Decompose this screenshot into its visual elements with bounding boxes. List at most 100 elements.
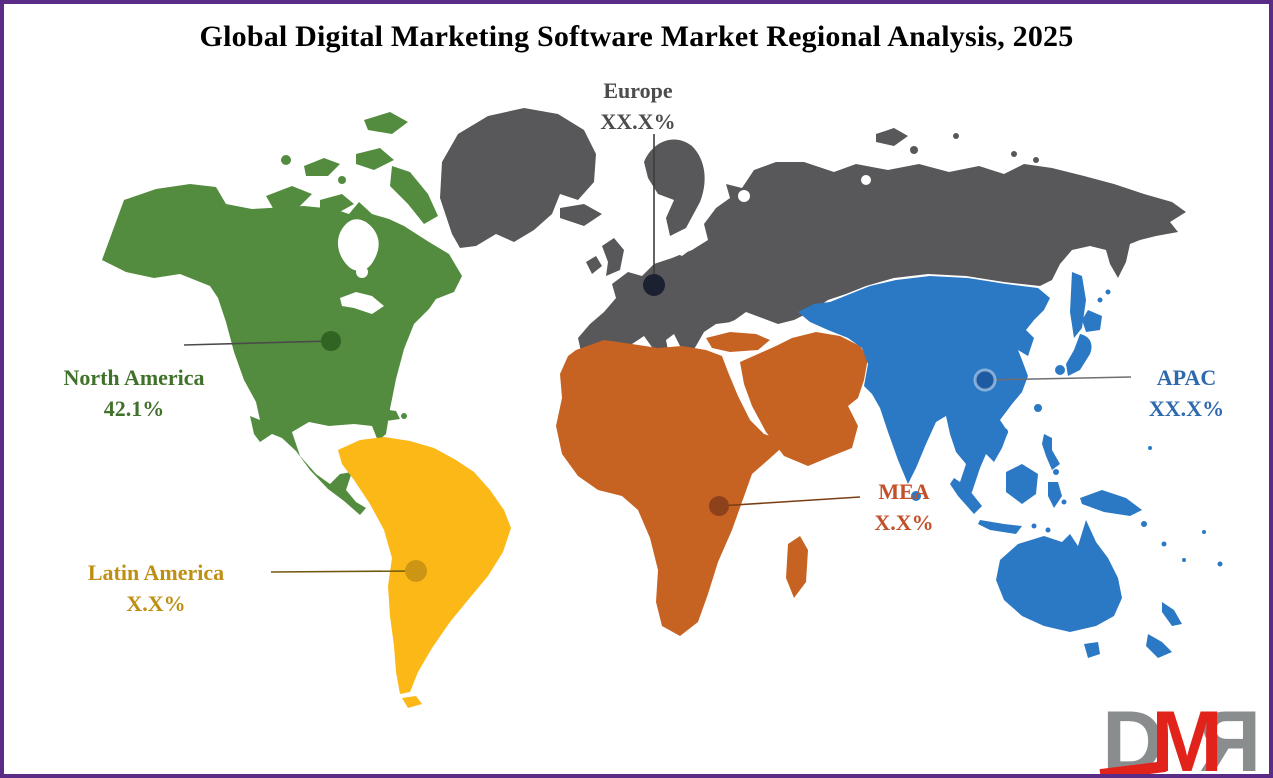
island-arctic [252, 212, 260, 220]
map-region-north-america [102, 112, 462, 515]
map-markers [183, 134, 1132, 582]
island-arctic [338, 176, 346, 184]
label-mea: MEA X.X% [836, 476, 972, 538]
region-value: XX.X% [600, 109, 676, 134]
logo-letter-r-mirrored: R [1211, 694, 1261, 778]
island-devon [356, 148, 394, 170]
landmass-sulawesi [1048, 482, 1062, 508]
landmass-africa [556, 340, 788, 636]
islet-pacific [1182, 558, 1186, 562]
landmass-north-america [102, 184, 462, 515]
islet-sunda [1031, 523, 1037, 529]
sea-james-bay [356, 266, 368, 278]
island-hispaniola [380, 409, 400, 421]
landmass-nz-south [1146, 634, 1172, 658]
landmass-java [978, 520, 1022, 534]
islet-moluccas [1061, 499, 1067, 505]
sea-black [720, 318, 758, 332]
leader-line-mea [718, 496, 861, 507]
map-region-europe [440, 108, 1186, 374]
region-name: Europe [603, 78, 673, 103]
label-north-america: North America 42.1% [29, 362, 239, 424]
label-apac: APAC XX.X% [1104, 362, 1269, 424]
island-jamaica [353, 417, 359, 423]
landmass-ireland [586, 256, 602, 274]
landmass-greenland [440, 108, 596, 248]
islet-pacific [1161, 541, 1167, 547]
islet-pacific [1202, 530, 1206, 534]
island-baffin [390, 166, 438, 224]
islet-pacific [1148, 446, 1152, 450]
island-arctic [304, 158, 340, 176]
arctic-islet [1033, 157, 1039, 163]
map-region-apac [798, 272, 1223, 658]
landmass-kyushu [1055, 365, 1065, 375]
landmass-middle-east [740, 332, 868, 466]
region-name: Latin America [87, 560, 225, 585]
landmass-hokkaido [1082, 310, 1102, 332]
island-puerto-rico [401, 413, 407, 419]
page-title: Global Digital Marketing Software Market… [199, 20, 1074, 53]
sea-baltic [670, 234, 698, 256]
arctic-islet [1011, 151, 1017, 157]
landmass-novaya-zemlya [876, 128, 908, 146]
region-name: MEA [878, 479, 930, 504]
landmass-sri-lanka [911, 491, 921, 501]
leader-line-north-america [183, 340, 332, 346]
landmass-honshu [1066, 334, 1092, 376]
marker-dot-apac [973, 368, 997, 392]
island-tierra-del-fuego [402, 696, 422, 708]
arctic-islet [953, 133, 959, 139]
label-latin-america: Latin America X.X% [51, 557, 261, 619]
region-name: North America [63, 365, 205, 390]
dmr-logo: DMR [1099, 694, 1261, 778]
landmass-sumatra [950, 478, 982, 514]
landmass-taiwan [1034, 404, 1042, 412]
landmass-britain [602, 238, 624, 276]
landmass-sakhalin [1070, 272, 1086, 338]
map-region-mea [556, 332, 868, 636]
landmass-turkey [706, 332, 770, 352]
islet-pacific [1141, 521, 1147, 527]
world-map [102, 108, 1223, 708]
landmass-borneo [1006, 464, 1038, 504]
landmass-hainan [1000, 428, 1008, 436]
marker-dot-europe [643, 274, 665, 296]
landmass-australia [996, 520, 1122, 632]
sea-hudson-bay [337, 219, 379, 271]
leader-line-apac [984, 376, 1132, 381]
landmass-tasmania [1084, 642, 1100, 658]
arctic-islet [910, 146, 918, 154]
label-europe: Europe XX.X% [558, 75, 718, 137]
island-cuba [317, 400, 371, 414]
region-value: X.X% [126, 591, 186, 616]
region-value: X.X% [874, 510, 934, 535]
gulf-ob [861, 175, 871, 185]
island-victoria [266, 186, 312, 210]
lakes-great-lakes [340, 292, 384, 314]
marker-dot-mea [709, 496, 729, 516]
landmass-scandinavia [644, 139, 705, 236]
islet-philippines [1053, 469, 1059, 475]
islet-pacific [1217, 561, 1223, 567]
islet-kuril [1105, 289, 1111, 295]
landmass-iceland [560, 204, 602, 226]
island-arctic [281, 155, 291, 165]
landmass-asia [798, 276, 1050, 502]
landmass-philippines [1042, 434, 1060, 470]
landmass-madagascar [786, 536, 808, 598]
region-value: XX.X% [1148, 396, 1225, 421]
landmass-eurasia [578, 162, 1186, 374]
landmass-nz-north [1162, 602, 1182, 626]
marker-dot-latin-america [405, 560, 427, 582]
region-value: 42.1% [103, 396, 165, 421]
island-arctic [320, 194, 354, 214]
islet-kuril [1097, 297, 1103, 303]
sea-white [738, 190, 750, 202]
marker-dot-north-america [321, 331, 341, 351]
islet-sunda [1045, 527, 1051, 533]
sea-cutouts-north-america [337, 219, 384, 314]
island-ellesmere [364, 112, 408, 134]
leader-line-latin-america [270, 570, 417, 573]
